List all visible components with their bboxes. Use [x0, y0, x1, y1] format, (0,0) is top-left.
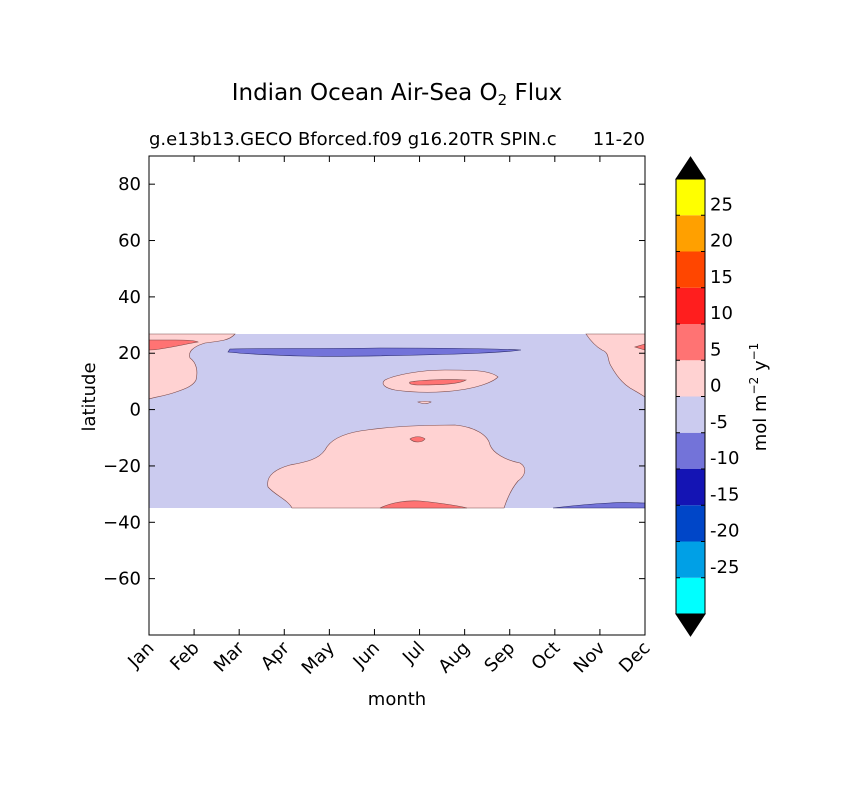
colorbar-tick-label: 20 — [710, 231, 733, 252]
x-tick-label: Sep — [480, 638, 519, 677]
colorbar-segment — [676, 505, 705, 542]
colorbar-extend-max — [675, 156, 706, 180]
colorbar-segment — [676, 215, 705, 252]
chart-subtitle-right: 11-20 — [593, 129, 645, 150]
colorbar-segment — [676, 324, 705, 361]
y-axis-label: latitude — [79, 362, 100, 431]
strong-positive-central-north — [409, 379, 467, 386]
colorbar-segment — [676, 469, 705, 506]
y-axis: 80 60 40 20 0 −20 −40 −60 — [103, 174, 645, 590]
y-tick-label: −20 — [103, 456, 141, 477]
colorbar-segment — [676, 360, 705, 397]
x-tick-label: May — [298, 637, 339, 678]
x-tick-label: Jul — [398, 638, 429, 669]
colorbar-tick-label: -15 — [710, 484, 739, 505]
colorbar-segment — [676, 577, 705, 614]
colorbar-tick-label: -5 — [710, 412, 728, 433]
y-tick-label: 80 — [118, 174, 141, 195]
colorbar-tick-label: 25 — [710, 194, 733, 215]
colorbar-tick-label: 15 — [710, 267, 733, 288]
colorbar-segment — [676, 251, 705, 288]
x-tick-label: Nov — [570, 637, 610, 677]
negative-region-south-east — [552, 502, 646, 509]
positive-dot-equator — [417, 400, 432, 404]
colorbar-segment — [676, 396, 705, 433]
colorbar-tick-label: 5 — [710, 339, 721, 360]
colorbar-extend-min — [675, 613, 706, 637]
y-tick-label: 40 — [118, 287, 141, 308]
colorbar-tick-label: -10 — [710, 448, 739, 469]
x-tick-label: Mar — [210, 637, 249, 676]
y-tick-label: 60 — [118, 231, 141, 252]
x-tick-label: Feb — [166, 638, 203, 675]
colorbar-tick-label: -20 — [710, 521, 739, 542]
x-tick-label: Aug — [434, 638, 474, 678]
strong-positive-central-south — [409, 436, 426, 443]
negative-band-north — [227, 347, 522, 357]
strong-positive-west — [148, 339, 199, 351]
data-field — [148, 333, 646, 509]
x-tick-label: Jun — [349, 638, 384, 673]
x-tick-label: Jan — [123, 638, 158, 673]
colorbar-segment — [676, 432, 705, 469]
positive-region-east — [585, 333, 646, 398]
chart-title: Indian Ocean Air-Sea O2 Flux — [232, 80, 563, 109]
positive-region-west — [148, 333, 236, 400]
colorbar-tick-label: 10 — [710, 303, 733, 324]
y-tick-label: −40 — [103, 512, 141, 533]
x-axis-label: month — [368, 689, 426, 710]
y-tick-label: −60 — [103, 569, 141, 590]
x-tick-label: Dec — [615, 638, 654, 677]
chart-subtitle: g.e13b13.GECO Bforced.f09 g16.20TR SPIN.… — [149, 129, 557, 150]
positive-region-central-south — [267, 424, 526, 509]
plot-area: Jan Feb Mar Apr May Jun Jul Aug Sep Oct Nov Dec 80 6… — [103, 155, 655, 679]
colorbar-tick-label: -25 — [710, 557, 739, 578]
x-tick-label: Apr — [257, 637, 294, 674]
y-tick-label: 20 — [118, 343, 141, 364]
colorbar: -25 -20 -15 -10 -5 0 5 10 15 20 25 — [675, 156, 739, 637]
colorbar-segment — [676, 287, 705, 324]
colorbar-segment — [676, 541, 705, 578]
colorbar-tick-label: 0 — [710, 376, 721, 397]
strong-positive-south-edge — [379, 500, 468, 509]
colorbar-segment — [676, 179, 705, 216]
y-tick-label: 0 — [130, 400, 141, 421]
colorbar-label: mol m−2 y−1 — [747, 343, 771, 452]
x-tick-label: Oct — [527, 638, 564, 675]
plot-frame — [148, 155, 646, 636]
